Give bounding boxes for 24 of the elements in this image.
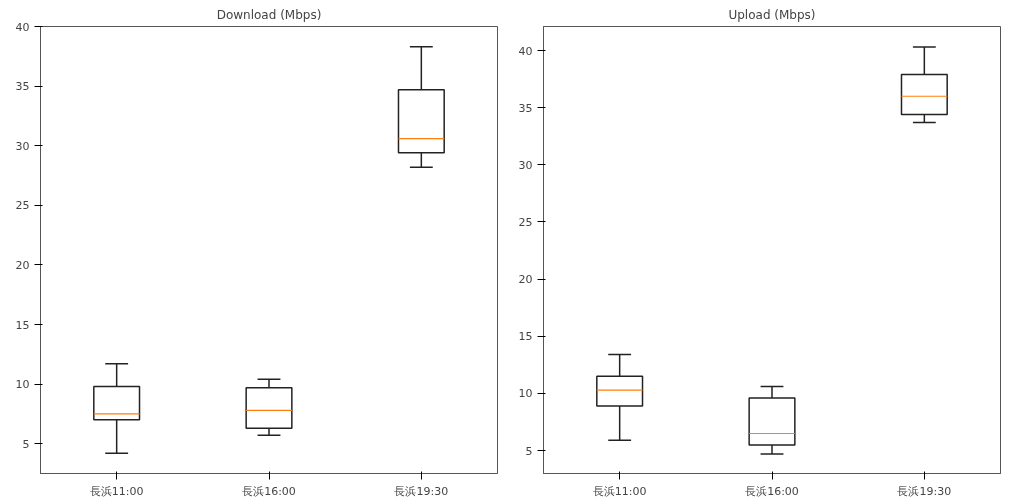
y-tick-label: 5 (22, 437, 30, 451)
y-tick-label: 25 (518, 215, 533, 229)
y-tick-label: 10 (518, 387, 533, 401)
y-tick-label: 35 (15, 80, 30, 94)
y-tick-label: 35 (518, 101, 533, 115)
chart-title: Download (Mbps) (216, 7, 322, 22)
y-tick-label: 30 (518, 158, 533, 172)
y-tick-label: 20 (15, 258, 30, 272)
chart-title: Upload (Mbps) (728, 7, 816, 22)
y-tick-label: 40 (15, 20, 30, 34)
x-tick-label: 長浜16:00 (745, 484, 799, 498)
y-tick-label: 40 (518, 44, 533, 58)
x-tick-label: 長浜11:00 (89, 484, 144, 498)
y-tick-label: 15 (15, 318, 30, 332)
x-tick-label: 長浜16:00 (242, 484, 296, 498)
y-tick-label: 15 (518, 330, 533, 344)
y-tick-label: 30 (15, 139, 30, 153)
x-tick-label: 長浜19:30 (897, 484, 952, 498)
y-tick-label: 20 (518, 273, 533, 287)
y-tick-label: 10 (15, 378, 30, 392)
x-tick-label: 長浜11:00 (592, 484, 647, 498)
x-tick-label: 長浜19:30 (394, 484, 449, 498)
y-tick-label: 25 (15, 199, 30, 213)
y-tick-label: 5 (525, 444, 533, 458)
